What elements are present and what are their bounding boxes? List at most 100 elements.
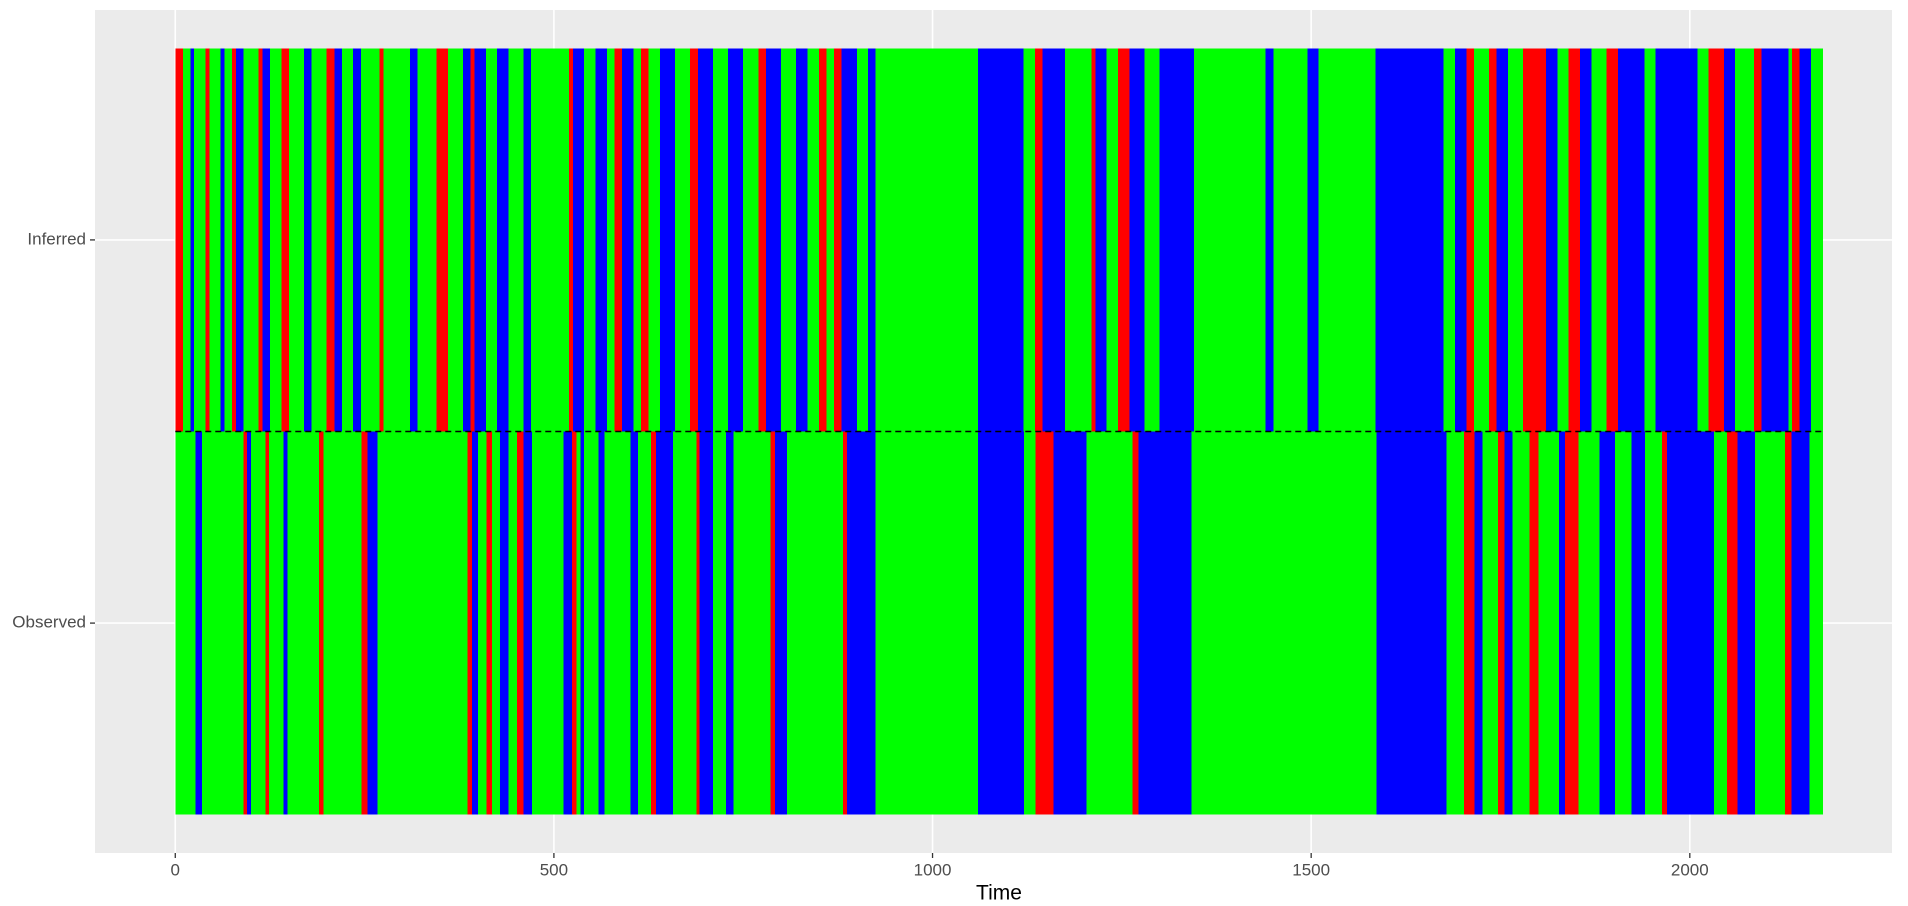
segment — [1508, 48, 1524, 432]
segment — [1714, 431, 1727, 815]
segment — [977, 48, 1024, 432]
segment — [360, 48, 380, 432]
segment — [1023, 48, 1035, 432]
segment — [595, 48, 607, 432]
segment — [209, 48, 221, 432]
segment — [447, 48, 464, 432]
segment — [1193, 48, 1266, 432]
segment — [580, 431, 585, 815]
y-tick-label: Observed — [12, 613, 86, 632]
segment — [417, 48, 437, 432]
segment — [1138, 431, 1192, 815]
segment — [1086, 431, 1133, 815]
segment — [463, 48, 471, 432]
segment — [1599, 431, 1615, 815]
segment — [846, 431, 876, 815]
segment — [190, 48, 195, 432]
segment — [326, 48, 335, 432]
segments — [175, 48, 1824, 815]
segment — [1132, 431, 1139, 815]
segment — [1035, 431, 1054, 815]
segment — [856, 48, 869, 432]
segment — [323, 431, 362, 815]
segment — [485, 48, 498, 432]
segment — [288, 48, 305, 432]
segment — [283, 431, 288, 815]
segment — [1024, 431, 1036, 815]
segment — [1106, 48, 1119, 432]
segment — [1464, 431, 1475, 815]
segment — [569, 48, 573, 432]
segment — [304, 48, 312, 432]
segment — [1091, 48, 1096, 432]
segment — [834, 48, 842, 432]
segment — [818, 48, 827, 432]
x-tick-label: 1500 — [1292, 860, 1330, 879]
segment — [572, 431, 577, 815]
segment — [486, 431, 492, 815]
segment — [410, 48, 418, 432]
segment — [1631, 431, 1646, 815]
segment — [1558, 431, 1565, 815]
segment — [262, 48, 270, 432]
segment — [977, 431, 1025, 815]
segment — [841, 48, 857, 432]
segment — [1512, 431, 1530, 815]
segment — [1523, 48, 1546, 432]
segment — [1788, 48, 1793, 432]
segment — [1545, 48, 1558, 432]
segment — [1568, 48, 1581, 432]
segment — [201, 431, 244, 815]
segment — [269, 431, 284, 815]
segment — [341, 48, 354, 432]
segment — [1042, 48, 1066, 432]
x-axis-title: Time — [976, 882, 1022, 905]
segment — [868, 48, 876, 432]
segment — [182, 48, 191, 432]
segment — [787, 431, 844, 815]
segment — [175, 431, 196, 815]
segment — [1644, 48, 1656, 432]
segment — [353, 48, 361, 432]
segment — [175, 48, 183, 432]
segment — [243, 48, 259, 432]
segment — [614, 48, 623, 432]
segment — [523, 48, 532, 432]
segment — [1723, 48, 1736, 432]
segment — [572, 48, 585, 432]
segment — [563, 431, 573, 815]
segment — [1498, 431, 1505, 815]
segment — [379, 48, 384, 432]
segment — [474, 48, 486, 432]
segment — [1482, 431, 1499, 815]
segment — [598, 431, 605, 815]
segment — [1496, 48, 1509, 432]
segment — [1754, 431, 1786, 815]
segment — [640, 48, 649, 432]
segment — [875, 431, 978, 815]
segment — [765, 48, 782, 432]
segment — [807, 48, 819, 432]
segment — [311, 48, 327, 432]
segment — [1129, 48, 1145, 432]
segment — [1617, 48, 1645, 432]
segment — [1446, 431, 1465, 815]
segment — [584, 48, 596, 432]
segment — [576, 431, 581, 815]
segment — [508, 431, 517, 815]
segment — [1265, 48, 1274, 432]
segment — [1376, 431, 1447, 815]
segment — [531, 48, 570, 432]
segment — [1792, 48, 1800, 432]
segment — [235, 48, 244, 432]
segment — [1159, 48, 1194, 432]
segment — [648, 48, 660, 432]
segment — [377, 431, 468, 815]
segment — [1455, 48, 1467, 432]
segment — [1564, 431, 1579, 815]
segment — [1529, 431, 1539, 815]
segment — [1580, 48, 1592, 432]
segment — [247, 431, 251, 815]
segment — [1474, 431, 1483, 815]
